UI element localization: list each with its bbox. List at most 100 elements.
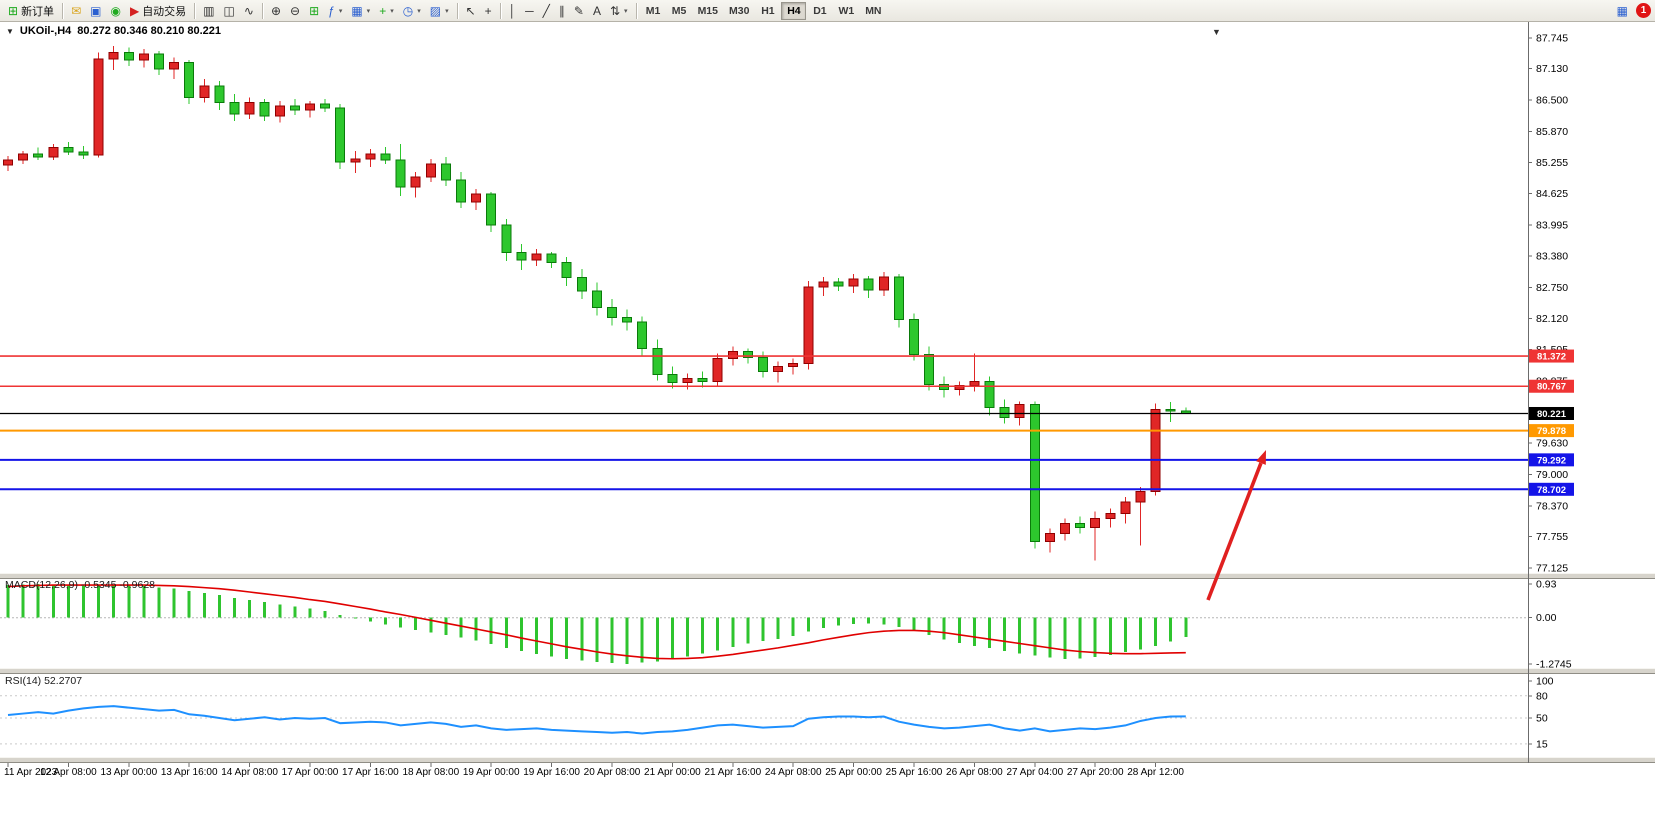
autotrade-button-label: 自动交易 xyxy=(142,5,187,18)
support-button[interactable]: ◉ xyxy=(106,1,124,20)
price-label: 79.000 xyxy=(1536,469,1568,481)
text-label-button[interactable]: A xyxy=(589,1,605,20)
price-badge-label: 80.767 xyxy=(1537,382,1566,393)
vertical-line-button[interactable]: │ xyxy=(505,1,521,20)
clock-icon: ◷ xyxy=(402,3,414,18)
price-label: 78.370 xyxy=(1536,500,1568,512)
candle-body xyxy=(682,378,693,384)
candle-body xyxy=(123,52,134,61)
mail-button[interactable]: ✉ xyxy=(67,1,85,20)
zoom-out-icon: ⊖ xyxy=(290,3,301,18)
macd-signal-line xyxy=(7,584,1186,660)
trendline-button[interactable]: ╱ xyxy=(539,1,554,20)
timeframe-d1[interactable]: D1 xyxy=(807,2,832,20)
timeframe-mn[interactable]: MN xyxy=(860,2,886,20)
time-label: 25 Apr 16:00 xyxy=(886,767,943,778)
toolbar-separator xyxy=(635,2,637,19)
candle-body xyxy=(169,62,180,70)
trend-arrow-head[interactable] xyxy=(1256,450,1266,465)
chevron-down-icon: ▾ xyxy=(338,7,343,15)
panel-separator[interactable] xyxy=(0,668,1655,674)
indicators-icon: ƒ xyxy=(328,3,335,18)
panel-separator[interactable] xyxy=(0,757,1655,763)
candle-body xyxy=(138,53,149,61)
add-symbol-button[interactable]: + ▾ xyxy=(375,1,398,20)
bar-chart-icon: ▥ xyxy=(203,3,215,18)
templates-button[interactable]: ▦ ▾ xyxy=(347,1,374,20)
candle-body xyxy=(18,153,29,161)
candle-body xyxy=(305,103,315,111)
candle-body xyxy=(48,147,59,158)
zoom-in-button[interactable]: ⊕ xyxy=(267,1,285,20)
candle-body xyxy=(939,384,950,391)
time-label: 14 Apr 08:00 xyxy=(221,767,278,778)
toolbar-separator xyxy=(261,2,263,19)
chevron-down-icon: ▾ xyxy=(390,7,394,15)
channel-button[interactable]: ∥ xyxy=(555,1,569,20)
autotrade-icon: ▶ xyxy=(129,3,140,18)
price-badge-81.372 xyxy=(1529,349,1574,363)
price-label: 82.120 xyxy=(1536,313,1568,325)
candle-body xyxy=(63,147,74,153)
new-order-button[interactable]: ⊞ 新订单 xyxy=(4,1,58,20)
line-chart-icon: ∿ xyxy=(243,3,254,18)
price-label: 85.255 xyxy=(1536,157,1568,169)
time-label: 21 Apr 00:00 xyxy=(644,767,701,778)
timeframe-m1[interactable]: M1 xyxy=(641,2,666,20)
tile-windows-icon: ⊞ xyxy=(309,3,320,18)
candle-body xyxy=(833,281,844,287)
price-label: 83.380 xyxy=(1536,250,1568,262)
tile-windows-button[interactable]: ⊞ xyxy=(305,1,323,20)
chart-menu-icon[interactable]: ▼ xyxy=(6,26,14,36)
candlestick-icon: ◫ xyxy=(223,3,235,18)
candle-body xyxy=(1090,517,1101,528)
trend-arrow-line[interactable] xyxy=(1206,462,1263,601)
horizontal-line-button[interactable]: ─ xyxy=(521,1,538,20)
rsi-scale-label: 50 xyxy=(1536,713,1548,725)
timeframe-h4[interactable]: H4 xyxy=(781,1,807,20)
panel-separator[interactable] xyxy=(0,573,1655,579)
time-label: 25 Apr 00:00 xyxy=(825,767,882,778)
candle-body xyxy=(1135,490,1146,503)
community-button[interactable]: ▦ xyxy=(1613,1,1632,20)
chart-canvas[interactable]: 87.745 87.130 86.500 85.870 85.255 84.625 83.9… xyxy=(0,22,1655,826)
time-label: 19 Apr 16:00 xyxy=(523,767,580,778)
price-label: 77.125 xyxy=(1536,563,1568,575)
timeframe-m15[interactable]: M15 xyxy=(693,2,723,20)
profile-button[interactable]: ▣ xyxy=(86,1,105,20)
mail-icon: ✉ xyxy=(71,3,82,18)
objects-button[interactable]: ▨ ▾ xyxy=(426,1,453,20)
main-toolbar: ⊞ 新订单 ✉ ▣ ◉ ▶ 自动交易 ▥ ◫ ∿ ⊕ ⊖ ⊞ ƒ ▾ ▦ ▾ + ▾ ◷ ▾ ▨ ▾ ↖ + │ ─ ╱ ∥ ✎ A ⇅ ▾ M1… xyxy=(0,0,1655,22)
candle-body xyxy=(365,153,376,160)
timeframe-m30[interactable]: M30 xyxy=(724,2,754,20)
candlestick-type-button[interactable]: ◫ xyxy=(220,1,239,20)
time-label: 20 Apr 08:00 xyxy=(584,767,641,778)
candle-body xyxy=(531,253,542,261)
time-label: 13 Apr 16:00 xyxy=(161,767,218,778)
period-menu-button[interactable]: ◷ ▾ xyxy=(399,1,425,20)
chevron-down-icon: ▾ xyxy=(366,7,371,15)
candle-body xyxy=(108,52,119,60)
cursor-button[interactable]: ↖ xyxy=(462,1,480,20)
crosshair-button[interactable]: + xyxy=(481,1,496,20)
arrows-button[interactable]: ⇅ ▾ xyxy=(606,1,632,20)
macd-scale-label: 0.93 xyxy=(1536,579,1557,591)
notification-badge[interactable]: 1 xyxy=(1636,3,1651,18)
fibonacci-button[interactable]: ✎ xyxy=(570,1,588,20)
time-label: 21 Apr 16:00 xyxy=(704,767,761,778)
autotrade-button[interactable]: ▶ 自动交易 xyxy=(126,1,190,20)
timeframe-h1[interactable]: H1 xyxy=(755,2,780,20)
timeframe-m5[interactable]: M5 xyxy=(667,2,692,20)
bar-chart-type-button[interactable]: ▥ xyxy=(199,1,218,20)
text-icon: A xyxy=(592,3,601,18)
line-chart-type-button[interactable]: ∿ xyxy=(240,1,258,20)
indicators-button[interactable]: ƒ ▾ xyxy=(324,1,346,20)
candle-body xyxy=(93,58,104,156)
candle-body xyxy=(289,105,300,111)
time-label: 27 Apr 04:00 xyxy=(1006,767,1063,778)
timeframe-w1[interactable]: W1 xyxy=(833,2,859,20)
candle-body xyxy=(259,102,270,117)
arrows-icon: ⇅ xyxy=(609,3,621,18)
candle-body xyxy=(546,253,557,263)
zoom-out-button[interactable]: ⊖ xyxy=(286,1,304,20)
